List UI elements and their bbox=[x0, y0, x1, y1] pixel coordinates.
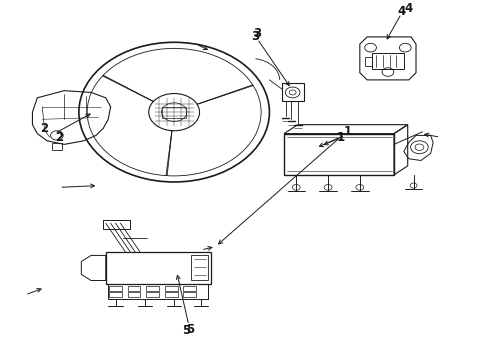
Bar bbox=[165, 286, 177, 291]
Bar bbox=[162, 107, 186, 117]
Text: 5: 5 bbox=[186, 323, 195, 337]
Bar bbox=[165, 292, 177, 297]
Bar bbox=[183, 292, 196, 297]
Text: 5: 5 bbox=[182, 324, 191, 337]
Bar bbox=[128, 292, 141, 297]
Bar bbox=[147, 292, 159, 297]
Bar bbox=[109, 286, 122, 291]
Text: 3: 3 bbox=[251, 30, 259, 44]
Bar bbox=[183, 286, 196, 291]
Bar bbox=[109, 292, 122, 297]
Bar bbox=[128, 286, 141, 291]
Text: 4: 4 bbox=[405, 3, 413, 15]
Text: 4: 4 bbox=[397, 5, 406, 18]
Text: 2: 2 bbox=[55, 131, 63, 144]
Text: 2: 2 bbox=[41, 122, 49, 135]
Bar bbox=[147, 286, 159, 291]
Text: 3: 3 bbox=[253, 27, 261, 40]
Text: 1: 1 bbox=[336, 131, 344, 144]
Text: 1: 1 bbox=[343, 125, 352, 138]
